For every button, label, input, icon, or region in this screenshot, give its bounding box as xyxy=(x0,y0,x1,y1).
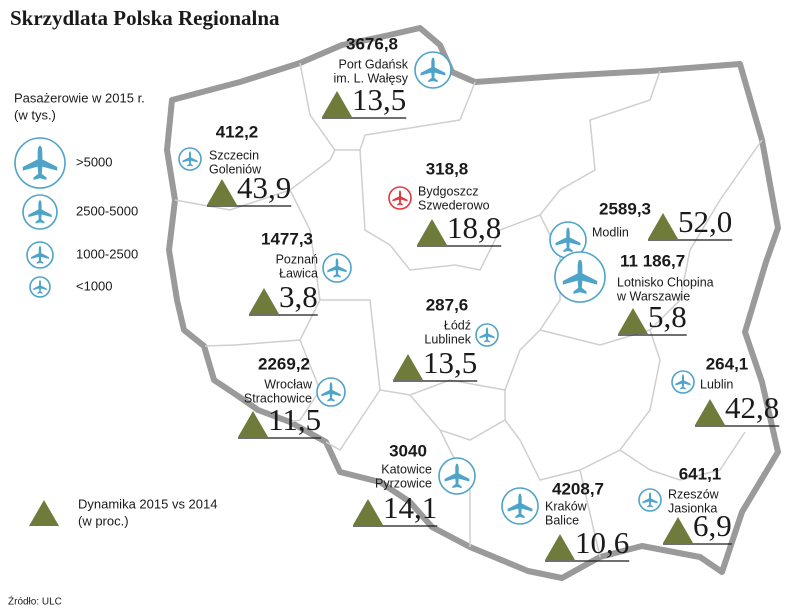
change-value: 5,8 xyxy=(648,299,687,334)
airport-name: Lotnisko Chopina xyxy=(617,275,714,289)
title: Skrzydlata Polska Regionalna xyxy=(10,6,280,30)
change-value: 14,1 xyxy=(383,490,437,525)
passengers: 3676,8 xyxy=(346,34,398,53)
airport-icon xyxy=(501,487,539,525)
change-triangle xyxy=(238,411,268,437)
airport-name: im. L. Wałęsy xyxy=(333,71,408,85)
airport-icon xyxy=(178,147,202,171)
change-triangle xyxy=(207,179,237,205)
airport-name: Katowice xyxy=(381,462,432,476)
airport-name: Pyrzowice xyxy=(375,476,432,490)
airport-icon xyxy=(638,488,662,512)
airport-icon xyxy=(554,251,606,303)
change-triangle xyxy=(393,354,423,380)
change-value: 13,5 xyxy=(423,345,477,380)
change-triangle xyxy=(545,534,575,560)
change-value: 43,9 xyxy=(237,170,291,205)
passengers: 641,1 xyxy=(679,464,722,483)
change-value: 52,0 xyxy=(678,204,732,239)
legend-size-label: 1000-2500 xyxy=(76,246,138,261)
change-triangle xyxy=(618,308,648,334)
airport-icon xyxy=(414,51,452,89)
airport-name: Modlin xyxy=(592,225,629,239)
airport-name: Jasionka xyxy=(668,501,717,515)
passengers: 287,6 xyxy=(426,295,469,314)
airport-icon xyxy=(388,186,412,210)
change-value: 18,8 xyxy=(447,210,501,245)
passengers: 2269,2 xyxy=(258,354,310,373)
legend-size-label: >5000 xyxy=(76,154,113,169)
passengers: 318,8 xyxy=(426,159,469,178)
source: Źródło: ULC xyxy=(8,595,62,608)
change-value: 3,8 xyxy=(279,279,318,314)
passengers: 11 186,7 xyxy=(620,251,685,270)
airport-icon xyxy=(671,370,695,394)
airport-name: Kraków xyxy=(545,499,588,513)
legend-size-label: 2500-5000 xyxy=(76,203,138,218)
change-triangle xyxy=(648,213,678,239)
airport-name: Lublinek xyxy=(424,332,471,346)
airport-name: Łódź xyxy=(444,318,471,332)
airport-name: Szwederowo xyxy=(418,198,490,212)
airport-name: Bydgoszcz xyxy=(418,184,478,198)
legend-title: Pasażerowie w 2015 r. xyxy=(14,90,145,105)
map xyxy=(164,25,781,581)
passengers: 264,1 xyxy=(706,354,749,373)
passengers: 4208,7 xyxy=(552,479,604,498)
change-value: 13,5 xyxy=(352,82,406,117)
airport-name: Szczecin xyxy=(209,148,259,162)
change-triangle xyxy=(663,517,693,543)
change-triangle xyxy=(417,219,447,245)
airport-name: Poznań xyxy=(276,252,318,266)
airport-icon xyxy=(438,457,476,495)
airport-name: Port Gdańsk xyxy=(339,57,409,71)
airport-icon xyxy=(475,323,499,347)
passengers: 412,2 xyxy=(216,122,259,141)
legend-icon xyxy=(29,276,51,298)
passengers: 2589,3 xyxy=(599,199,651,218)
passengers: 1477,3 xyxy=(261,229,313,248)
passengers: 3040 xyxy=(389,441,427,460)
change-value: 42,8 xyxy=(725,390,779,425)
airport-name: Wrocław xyxy=(264,377,313,391)
change-triangle xyxy=(322,91,352,117)
legend-icon xyxy=(22,194,58,230)
airport-name: w Warszawie xyxy=(616,289,690,303)
change-value: 10,6 xyxy=(575,525,629,560)
legend-icon xyxy=(14,137,66,189)
airport-name: Lublin xyxy=(700,377,733,391)
change-triangle xyxy=(695,399,725,425)
airport-icon xyxy=(322,253,352,283)
change-triangle xyxy=(249,288,279,314)
airport-name: Goleniów xyxy=(209,162,262,176)
legend-change-label: (w proc.) xyxy=(78,513,129,528)
change-value: 11,5 xyxy=(268,402,321,437)
legend-size-label: <1000 xyxy=(76,278,113,293)
airport-name: Strachowice xyxy=(244,391,312,405)
legend-change-label: Dynamika 2015 vs 2014 xyxy=(78,496,217,511)
region-borders xyxy=(174,62,763,558)
airport-name: Balice xyxy=(545,513,579,527)
airport-name: Rzeszów xyxy=(668,487,720,501)
legend-title: (w tys.) xyxy=(14,107,56,122)
change-value: 6,9 xyxy=(693,508,732,543)
airport-icon xyxy=(316,377,346,407)
change-triangle xyxy=(353,499,383,525)
change-triangle xyxy=(29,500,59,526)
legend-icon xyxy=(26,241,54,269)
airport-name: Ławica xyxy=(279,266,318,280)
